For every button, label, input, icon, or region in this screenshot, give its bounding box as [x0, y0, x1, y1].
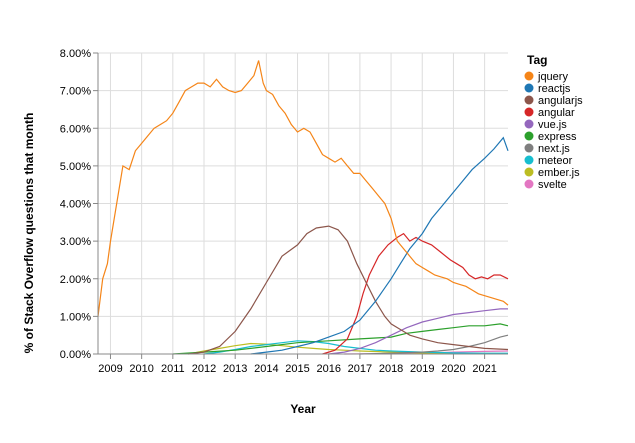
x-tick-label: 2011: [161, 363, 185, 375]
y-tick-label: 1.00%: [60, 311, 91, 323]
x-tick-label: 2021: [472, 363, 496, 375]
y-tick-label: 7.00%: [60, 86, 91, 98]
x-tick-label: 2020: [441, 363, 465, 375]
series-line-jquery: [97, 60, 509, 317]
legend-label: next.js: [538, 143, 570, 155]
legend-title: Tag: [527, 53, 547, 67]
legend-label: angular: [538, 107, 575, 119]
x-tick-label: 2017: [348, 363, 372, 375]
x-tick-label: 2013: [223, 363, 247, 375]
y-tick-label: 5.00%: [60, 161, 91, 173]
legend-swatch: [524, 95, 534, 105]
series-line-express: [172, 323, 509, 355]
y-tick-label: 2.00%: [60, 274, 91, 286]
legend-swatch: [524, 119, 534, 129]
x-axis-title: Year: [290, 402, 316, 416]
legend-label: meteor: [538, 155, 573, 167]
legend-swatch: [524, 143, 534, 153]
x-tick-label: 2015: [285, 363, 309, 375]
y-tick-label: 3.00%: [60, 236, 91, 248]
legend-swatch: [524, 179, 534, 189]
legend-swatch: [524, 155, 534, 165]
x-tick-label: 2010: [129, 363, 153, 375]
legend-label: reactjs: [538, 83, 571, 95]
series-line-vue-js: [328, 308, 508, 355]
series-line-angularjs: [188, 225, 509, 355]
legend: Tag jqueryreactjsangularjsangularvue.jse…: [524, 53, 583, 191]
x-tick-label: 2012: [192, 363, 216, 375]
x-tick-label: 2018: [379, 363, 403, 375]
series-line-meteor: [203, 340, 508, 355]
series-lines: [97, 60, 509, 355]
legend-swatch: [524, 131, 534, 141]
legend-label: svelte: [538, 179, 567, 191]
y-tick-label: 4.00%: [60, 199, 91, 211]
x-tick-label: 2009: [98, 363, 122, 375]
x-tick-label: 2019: [410, 363, 434, 375]
legend-swatch: [524, 83, 534, 93]
x-tick-label: 2016: [316, 363, 340, 375]
x-tick-label: 2014: [254, 363, 278, 375]
legend-label: angularjs: [538, 95, 583, 107]
legend-swatch: [524, 107, 534, 117]
series-line-next-js: [359, 334, 509, 355]
legend-label: express: [538, 131, 577, 143]
legend-label: vue.js: [538, 119, 567, 131]
series-line-angular: [322, 232, 509, 355]
legend-label: jquery: [537, 71, 568, 83]
legend-swatch: [524, 167, 534, 177]
y-tick-label: 8.00%: [60, 48, 91, 60]
y-tick-label: 0.00%: [60, 349, 91, 361]
grid: [98, 52, 508, 355]
y-axis-title: % of Stack Overflow questions that month: [22, 113, 36, 354]
series-line-reactjs: [250, 136, 509, 355]
legend-swatch: [524, 71, 534, 81]
y-tick-label: 6.00%: [60, 123, 91, 135]
axes: 0.00% 1.00% 2.00% 3.00% 4.00% 5.00% 6.00% 7.00%…: [60, 48, 508, 375]
legend-label: ember.js: [538, 167, 580, 179]
